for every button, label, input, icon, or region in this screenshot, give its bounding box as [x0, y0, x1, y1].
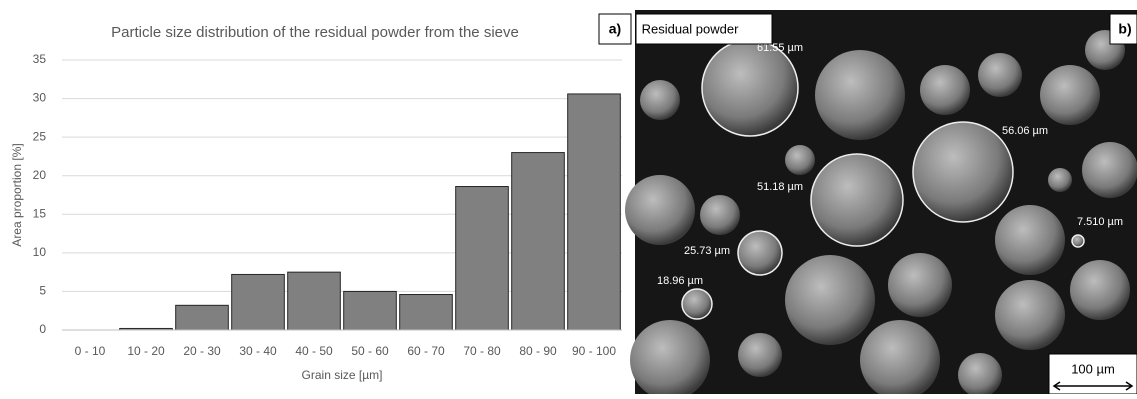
x-tick-label: 10 - 20	[127, 344, 165, 358]
panel-label: a)	[609, 21, 621, 37]
x-tick-label: 60 - 70	[407, 344, 445, 358]
bar	[232, 274, 285, 330]
image-caption: Residual powder	[642, 21, 740, 36]
x-tick-label: 0 - 10	[75, 344, 106, 358]
y-tick-label: 35	[33, 52, 47, 66]
sem-image: 61.55 µm 56.06 µm 51.18 µm 25.73 µm 18.9…	[599, 10, 1137, 394]
y-tick-label: 25	[33, 129, 47, 143]
measurement-label: 18.96 µm	[657, 275, 703, 287]
bar	[344, 291, 397, 330]
measurement-label: 25.73 µm	[684, 245, 730, 257]
bar	[176, 305, 229, 330]
panel-label: b)	[1118, 21, 1131, 37]
bar	[288, 272, 341, 330]
y-tick-label: 10	[33, 245, 47, 259]
x-tick-label: 70 - 80	[463, 344, 501, 358]
plot-area: 0 5 10 15 20 25 30 35 0 - 10 10 - 20 20 - 30 30 - 4…	[33, 52, 622, 358]
figure: Particle size distribution of the residu…	[0, 0, 1137, 394]
measurement-label: 56.06 µm	[1002, 125, 1048, 137]
y-tick-label: 15	[33, 206, 47, 220]
x-tick-label: 50 - 60	[351, 344, 389, 358]
chart-title: Particle size distribution of the residu…	[111, 24, 519, 41]
scale-bar-label: 100 µm	[1071, 361, 1115, 376]
bar	[568, 94, 621, 330]
x-axis-title: Grain size [µm]	[302, 368, 383, 382]
x-tick-label: 90 - 100	[572, 344, 616, 358]
bar	[400, 295, 453, 330]
y-tick-label: 0	[39, 322, 46, 336]
measurement-label: 7.510 µm	[1077, 216, 1123, 228]
x-tick-label: 40 - 50	[295, 344, 333, 358]
bar	[512, 153, 565, 330]
x-tick-label: 20 - 30	[183, 344, 221, 358]
measurement-label: 51.18 µm	[757, 181, 803, 193]
y-tick-label: 20	[33, 168, 47, 182]
y-tick-label: 30	[33, 91, 47, 105]
y-tick-label: 5	[39, 284, 46, 298]
bar	[456, 187, 509, 330]
x-tick-label: 80 - 90	[519, 344, 557, 358]
y-axis-title: Area proportion [%]	[10, 143, 24, 246]
x-tick-label: 30 - 40	[239, 344, 277, 358]
